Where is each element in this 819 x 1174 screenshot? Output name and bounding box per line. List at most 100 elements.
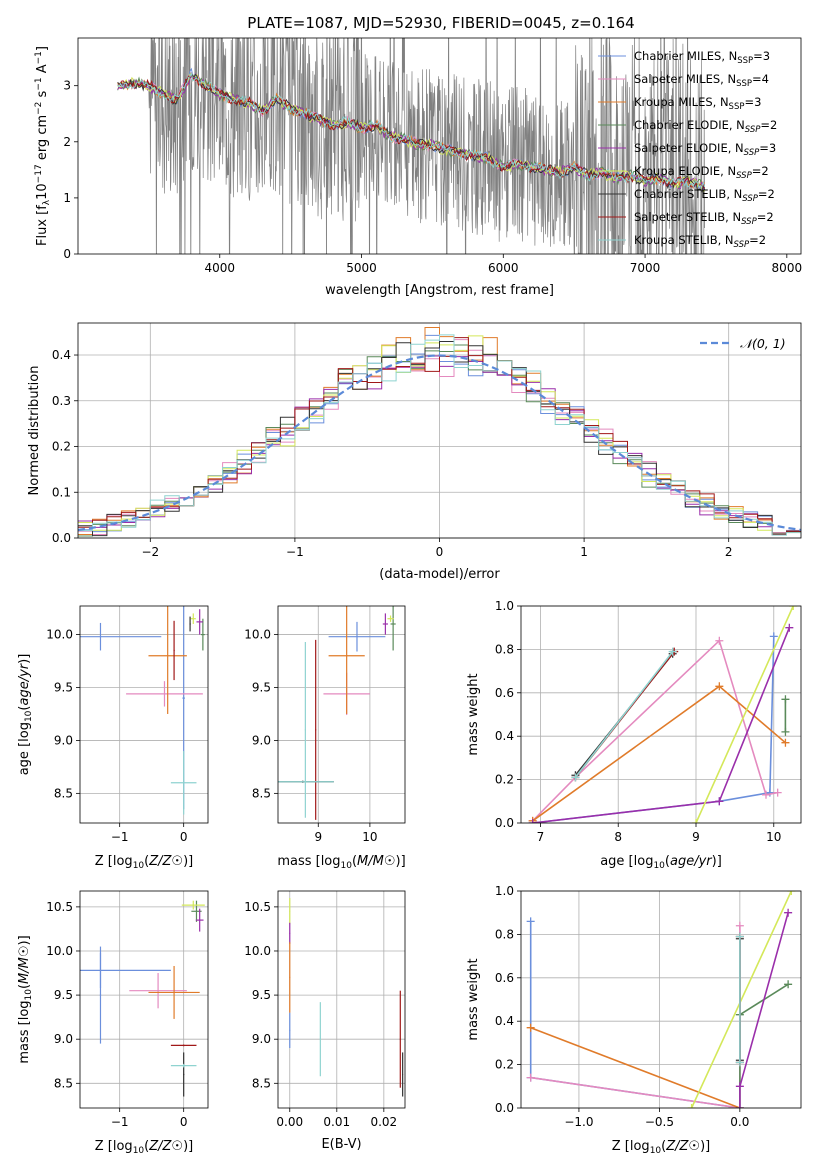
weight-marker-salpeter_miles bbox=[715, 636, 724, 645]
legend-text: =2 bbox=[752, 164, 769, 178]
legend-label-kroupa_miles: Kroupa MILES, NSSP=3 bbox=[634, 95, 761, 112]
label-part: )] bbox=[17, 654, 32, 664]
x-axis-label: Z [log10(Z/Z☉)] bbox=[612, 1139, 710, 1156]
y-tick-label: 0.2 bbox=[495, 1058, 514, 1072]
weight-line-kroupa_miles bbox=[530, 1026, 741, 1108]
x-axis-label: E(B-V) bbox=[321, 1137, 361, 1152]
x-axis-label: (data-model)/error bbox=[379, 567, 500, 582]
y-label-part: −1 bbox=[34, 51, 44, 64]
x-tick-label: −1.0 bbox=[564, 1115, 593, 1129]
x-tick-label: −1 bbox=[111, 830, 129, 844]
y-label-part: erg cm bbox=[35, 115, 50, 164]
y-tick-label: 8.5 bbox=[252, 786, 271, 800]
label-part: ( bbox=[144, 854, 149, 869]
y-axis-label: mass [log10(M/M☉)] bbox=[17, 935, 34, 1063]
legend-text: =3 bbox=[759, 141, 776, 155]
label-sub: 10 bbox=[653, 861, 665, 871]
legend-label-salpeter_stelib: Salpeter STELIB, NSSP=2 bbox=[634, 210, 774, 227]
y-tick-label: 0.6 bbox=[495, 971, 514, 985]
y-tick-label: 9.0 bbox=[252, 733, 271, 747]
y-label-part: λ bbox=[42, 199, 52, 205]
weight-marker-kroupa_elodie bbox=[687, 1104, 696, 1108]
legend-label-chabrier_elodie: Chabrier ELODIE, NSSP=2 bbox=[634, 118, 777, 135]
label-part: )] bbox=[700, 1139, 710, 1154]
y-tick-label: 10.0 bbox=[244, 628, 271, 642]
weight-line-salpeter_miles bbox=[530, 925, 741, 1108]
y-tick-label: 9.0 bbox=[54, 1032, 73, 1046]
y-tick-label: 1.0 bbox=[495, 884, 514, 898]
panel-z_weight: −1.0 −0.5 0.0 0.0 0.2 0.4 0.6 0.8 1.0 Z [log10(Z/… bbox=[466, 884, 802, 1156]
y-tick-label: 0.8 bbox=[495, 642, 514, 656]
panel-z_age: −1 08.59.09.510.0Z [log10(Z/Z☉)]age [log1… bbox=[17, 605, 209, 871]
y-axis-label: age [log10(age/yr)] bbox=[17, 654, 34, 776]
weight-marker-kroupa_miles bbox=[781, 738, 790, 747]
label-part: ( bbox=[352, 854, 357, 869]
legend-text: =3 bbox=[744, 95, 761, 109]
y-label-part: −17 bbox=[34, 164, 44, 183]
x-tick-label: −1 bbox=[286, 545, 304, 559]
plot-area-z_mass bbox=[80, 900, 205, 1097]
weight-line-kroupa_elodie bbox=[695, 606, 794, 823]
y-tick-label: 0.0 bbox=[495, 1101, 514, 1115]
legend-text: =4 bbox=[752, 72, 769, 86]
y-tick-label: 10.5 bbox=[46, 900, 73, 914]
label-italic: M/M☉ bbox=[17, 945, 32, 983]
axes-frame bbox=[77, 322, 802, 539]
weight-marker-kroupa_elodie bbox=[789, 606, 798, 610]
label-sub: 10 bbox=[24, 989, 34, 1001]
x-axis-label: wavelength [Angstrom, rest frame] bbox=[325, 283, 554, 298]
legend-label-chabrier_miles: Chabrier MILES, NSSP=3 bbox=[634, 49, 770, 66]
y-tick-label: 0.6 bbox=[495, 686, 514, 700]
x-tick-label: 8 bbox=[614, 830, 622, 844]
y-label-part: −1 bbox=[34, 77, 44, 90]
weight-marker-kroupa_stelib bbox=[735, 1058, 744, 1067]
legend-text: Salpeter MILES, N bbox=[634, 72, 736, 86]
y-tick-label: 9.0 bbox=[54, 733, 73, 747]
legend-label-kroupa_elodie: Kroupa ELODIE, NSSP=2 bbox=[634, 164, 769, 181]
x-tick-label: 10 bbox=[766, 830, 781, 844]
y-tick-label: 0 bbox=[63, 247, 71, 261]
plot-area-spectrum bbox=[117, 38, 706, 254]
legend-sub: SSP bbox=[736, 79, 752, 89]
y-tick-label: 0.4 bbox=[495, 729, 514, 743]
legend-text: Kroupa ELODIE, N bbox=[634, 164, 736, 178]
weight-line-kroupa_stelib bbox=[574, 651, 674, 778]
label-sub: 10 bbox=[133, 1146, 145, 1156]
label-sub: 10 bbox=[24, 710, 34, 722]
plot-area-ebv_mass bbox=[289, 898, 404, 1097]
weight-marker-kroupa_stelib bbox=[735, 932, 744, 941]
x-tick-label: 7 bbox=[537, 830, 545, 844]
weight-marker-salpeter_miles bbox=[762, 790, 770, 799]
axes-frame bbox=[79, 890, 209, 1109]
legend-text: Kroupa MILES, N bbox=[634, 95, 729, 109]
x-tick-label: −0.5 bbox=[645, 1115, 674, 1129]
y-tick-label: 0.8 bbox=[495, 927, 514, 941]
y-tick-label: 0.2 bbox=[52, 440, 71, 454]
label-part: )] bbox=[396, 854, 406, 869]
panel-ebv_mass: 0.00 0.01 0.02 8.5 9.0 9.5 10.0 10.5 E(B-V) bbox=[244, 890, 406, 1152]
weight-marker-kroupa_stelib bbox=[668, 647, 677, 656]
legend-text: Kroupa STELIB, N bbox=[634, 233, 734, 247]
y-tick-label: 0.0 bbox=[495, 816, 514, 830]
weight-marker-kroupa_stelib bbox=[571, 773, 580, 782]
y-tick-label: 10.0 bbox=[46, 628, 73, 642]
x-tick-label: 5000 bbox=[346, 261, 377, 275]
weight-marker-chabrier_elodie bbox=[784, 980, 793, 989]
y-axis-label: mass weight bbox=[466, 958, 481, 1040]
y-tick-label: 1.0 bbox=[495, 599, 514, 613]
y-tick-label: 8.5 bbox=[54, 1076, 73, 1090]
x-tick-label: 10 bbox=[362, 830, 377, 844]
axes-frame bbox=[277, 605, 406, 824]
legend-sub: SSP bbox=[734, 240, 750, 250]
weight-line-chabrier_elodie bbox=[739, 983, 789, 1108]
label-part: Z [log bbox=[95, 1139, 133, 1154]
x-tick-label: 6000 bbox=[488, 261, 519, 275]
y-tick-label: 3 bbox=[63, 79, 71, 93]
observed-spectrum bbox=[117, 38, 705, 254]
legend-text: Chabrier MILES, N bbox=[634, 49, 737, 63]
normal-curve bbox=[78, 354, 801, 532]
label-italic: age/yr bbox=[670, 854, 713, 869]
axes-frame bbox=[520, 605, 802, 824]
